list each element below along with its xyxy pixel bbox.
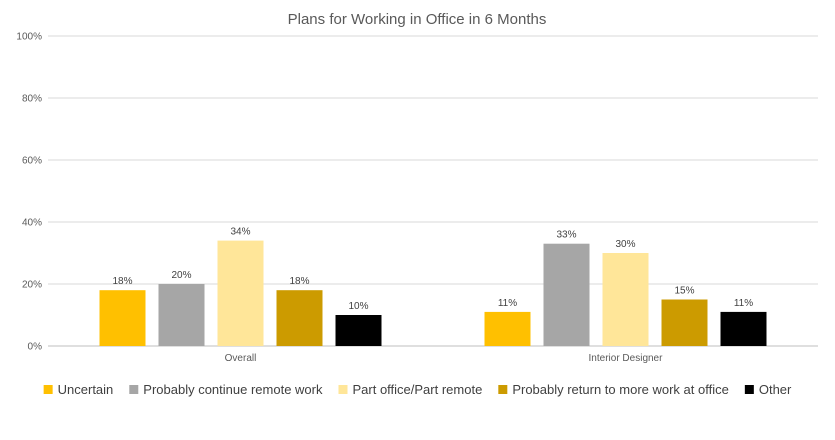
data-label: 10% [348, 301, 368, 312]
bar-2-2 [543, 243, 590, 346]
bar-3-1 [217, 240, 264, 346]
legend-item: Probably continue remote work [129, 382, 323, 397]
legend-label: Probably return to more work at office [512, 382, 729, 397]
legend: Uncertain Probably continue remote work Pa… [43, 382, 792, 397]
legend-item: Part office/Part remote [338, 382, 482, 397]
data-label: 33% [556, 230, 576, 241]
legend-swatch [129, 385, 139, 394]
legend-label: Part office/Part remote [352, 382, 482, 397]
bars [99, 240, 767, 346]
x-axis-category-labels: Overall Interior Designer [225, 353, 663, 364]
data-label: 11% [498, 298, 517, 309]
data-labels: 18% 20% 34% 18% 10% 11% 33% 30% 15% 11% [112, 227, 753, 312]
x-category-label: Interior Designer [589, 353, 664, 364]
data-label: 34% [230, 227, 250, 238]
y-tick-label: 100% [16, 32, 42, 43]
legend-swatch [338, 385, 348, 394]
data-label: 18% [289, 276, 309, 287]
data-label: 20% [171, 270, 191, 281]
data-label: 18% [112, 276, 132, 287]
bar-5-2 [720, 311, 767, 346]
x-category-label: Overall [225, 353, 257, 364]
chart-title: Plans for Working in Office in 6 Months [288, 11, 547, 28]
data-label: 30% [615, 239, 635, 250]
legend-item: Uncertain [43, 382, 114, 397]
legend-swatch [43, 385, 53, 394]
data-label: 15% [674, 286, 694, 297]
bar-4-2 [661, 299, 708, 346]
data-label: 11% [734, 298, 753, 309]
legend-label: Other [759, 382, 792, 397]
legend-label: Probably continue remote work [143, 382, 323, 397]
y-tick-label: 20% [22, 280, 42, 291]
bar-3-2 [602, 253, 649, 346]
bar-1-1 [99, 290, 146, 346]
legend-swatch [744, 385, 754, 394]
y-tick-label: 60% [22, 156, 42, 167]
bar-2-1 [158, 284, 205, 346]
bar-1-2 [484, 311, 531, 346]
y-tick-label: 40% [22, 218, 42, 229]
y-axis-tick-labels: 0% 20% 40% 60% 80% 100% [16, 32, 42, 353]
legend-item: Other [744, 382, 792, 397]
bar-4-1 [276, 290, 323, 346]
legend-label: Uncertain [58, 382, 114, 397]
legend-swatch [498, 385, 508, 394]
legend-item: Probably return to more work at office [498, 382, 729, 397]
y-tick-label: 80% [22, 94, 42, 105]
bar-5-1 [335, 315, 382, 346]
y-tick-label: 0% [28, 342, 43, 353]
